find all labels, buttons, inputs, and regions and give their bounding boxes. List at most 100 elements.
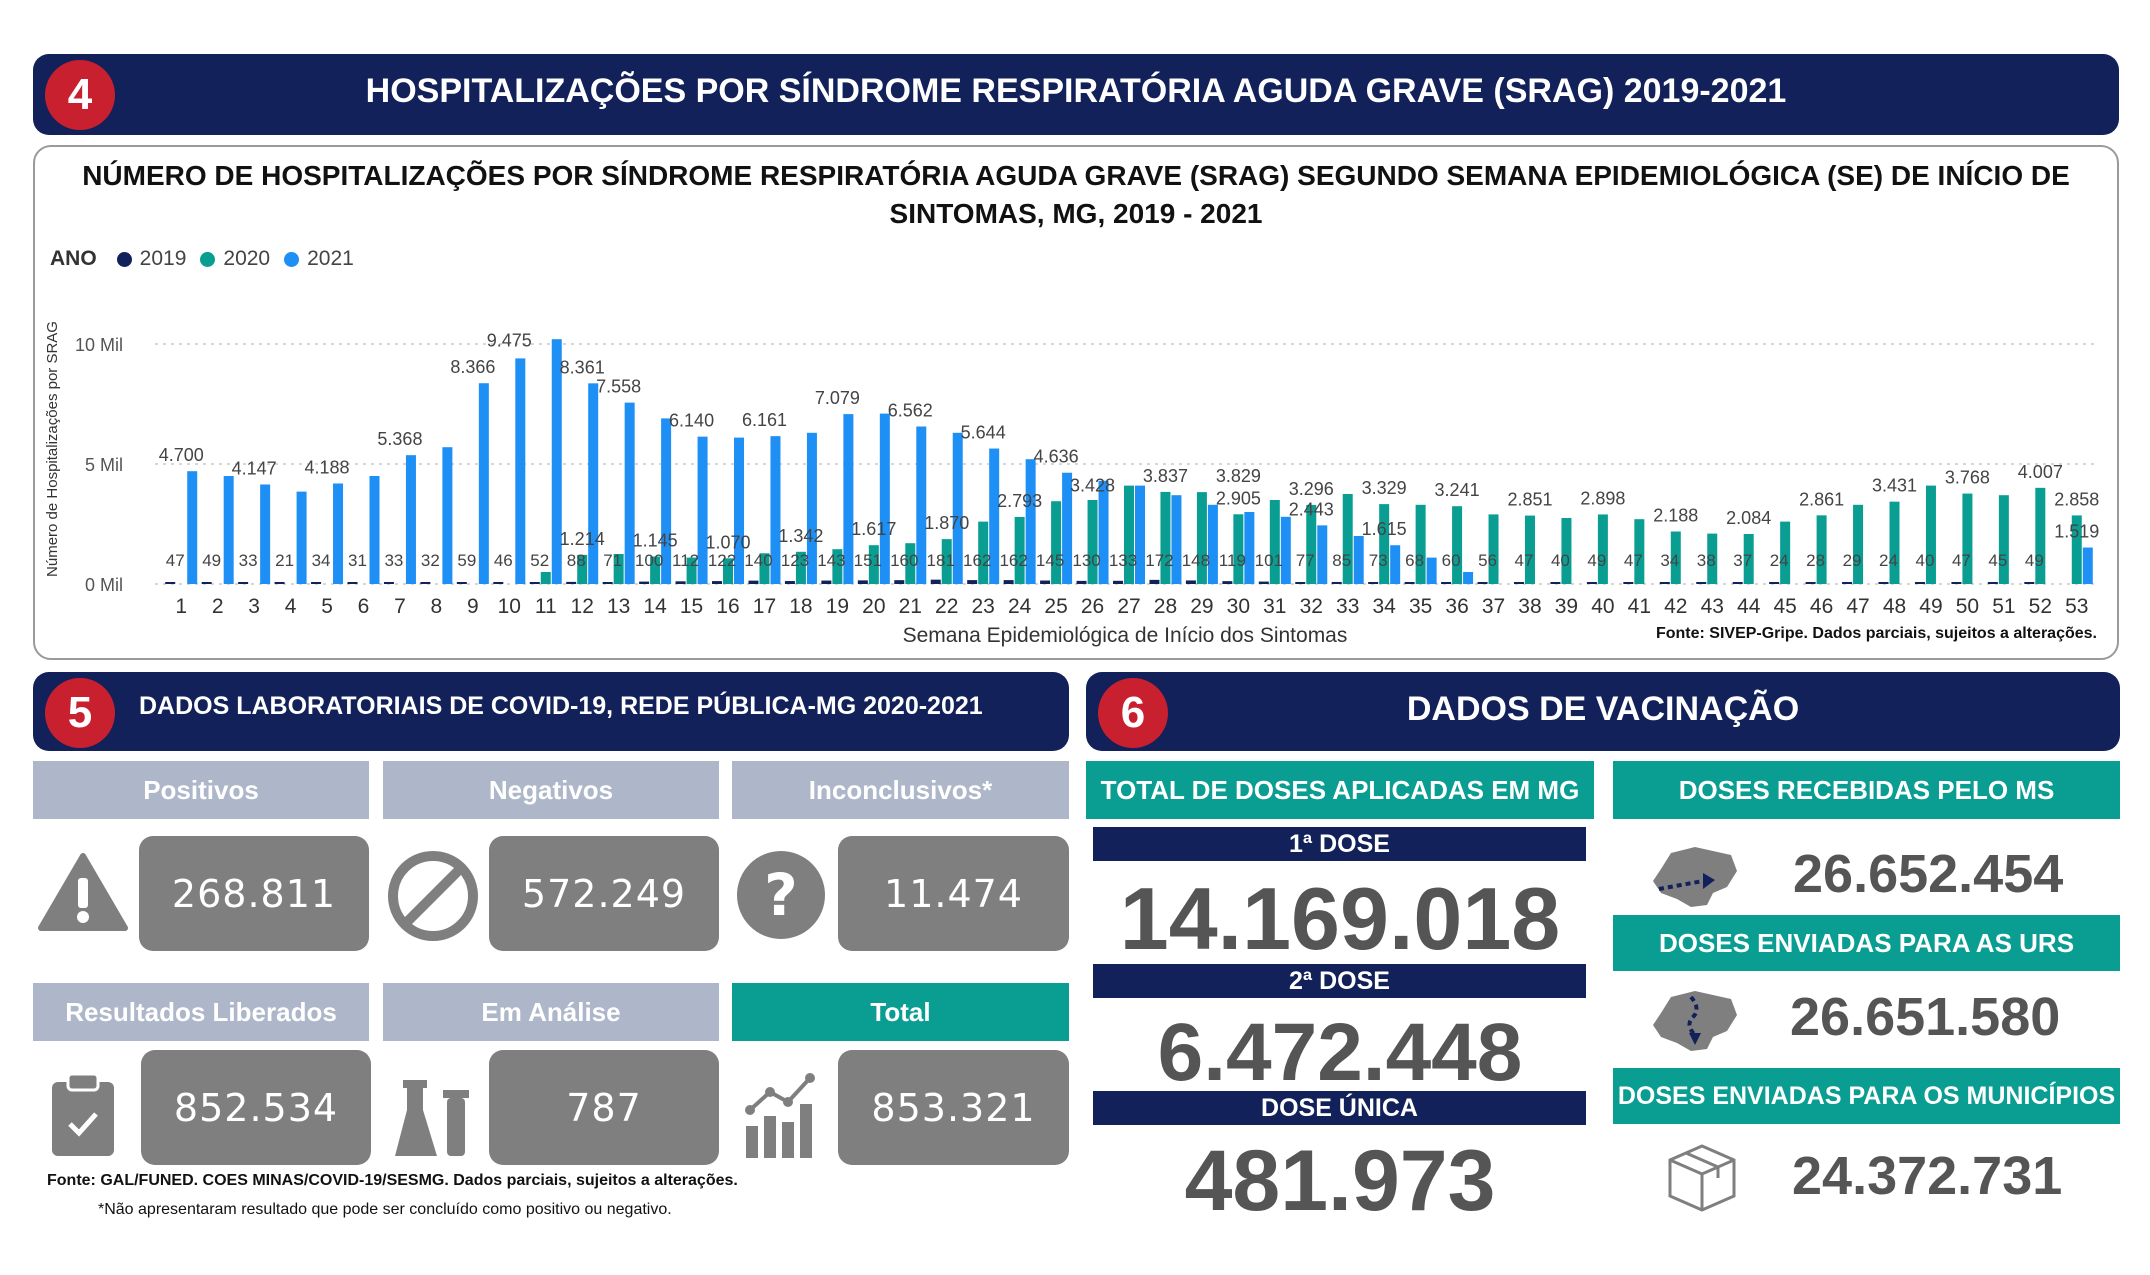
data-label-value: 3.431	[1872, 476, 1917, 496]
bar-2021-week-34	[1390, 545, 1401, 584]
bar-2020-week-21	[905, 543, 916, 584]
data-label-2019: 77	[1296, 551, 1315, 570]
data-label-2019: 49	[2025, 551, 2044, 570]
total-value: 853.321	[838, 1050, 1069, 1165]
data-label-2019: 88	[567, 551, 586, 570]
bar-2021-week-6	[369, 476, 380, 584]
package-box-icon	[1668, 1144, 1736, 1212]
x-tick-label: 25	[1044, 595, 1067, 618]
bar-2020-week-24	[1014, 516, 1025, 584]
legend-label-2019: 2019	[139, 247, 187, 270]
bar-2021-week-10	[515, 358, 526, 584]
data-label-2019: 47	[1952, 551, 1971, 570]
bar-2021-week-9	[478, 383, 489, 584]
data-label-value: 2.861	[1799, 489, 1844, 509]
bar-2019-week-23	[967, 580, 978, 584]
bar-2021-week-24	[1025, 459, 1036, 584]
data-label-2019: 40	[1916, 551, 1935, 570]
data-label-value: 4.188	[305, 457, 350, 477]
bar-2020-week-43	[1707, 533, 1718, 584]
data-label-2019: 29	[1843, 551, 1862, 570]
x-tick-label: 16	[716, 595, 739, 618]
data-label-value: 3.768	[1945, 468, 1990, 488]
bar-2021-week-18	[806, 432, 817, 584]
x-tick-label: 50	[1956, 595, 1979, 618]
bar-2020-week-20	[868, 545, 879, 584]
section-6-banner: 6 DADOS DE VACINAÇÃO	[1086, 672, 2120, 751]
inconclusivos-value: 11.474	[838, 836, 1069, 951]
bar-2019-week-51	[1987, 582, 1998, 584]
bar-2021-week-27	[1135, 485, 1145, 584]
data-label-value: 4.147	[232, 458, 277, 478]
bar-2021-week-16	[734, 437, 745, 584]
bar-2019-week-21	[894, 580, 905, 584]
data-label-2019: 68	[1405, 551, 1424, 570]
x-tick-label: 26	[1081, 595, 1104, 618]
chart-title-line2: SINTOMAS, MG, 2019 - 2021	[889, 198, 1263, 229]
bar-2021-week-28	[1171, 495, 1182, 584]
x-tick-label: 13	[607, 595, 630, 618]
bar-2021-week-3	[260, 484, 271, 584]
bar-2019-week-18	[784, 581, 795, 584]
bar-2019-week-11	[529, 582, 540, 584]
data-label-value: 1.519	[2054, 522, 2099, 542]
x-tick-label: 1	[175, 595, 187, 618]
bar-2019-week-9	[456, 582, 467, 584]
bar-2019-week-46	[1805, 582, 1816, 584]
x-tick-label: 8	[431, 595, 443, 618]
bar-chart-icon	[745, 1073, 815, 1158]
positivos-header: Positivos	[33, 761, 369, 819]
x-tick-label: 46	[1810, 595, 1833, 618]
legend-dot-2020	[200, 251, 216, 267]
x-tick-label: 20	[862, 595, 885, 618]
data-label-value: 4.636	[1034, 447, 1079, 467]
bar-2019-week-8	[420, 582, 431, 584]
bar-2019-week-45	[1769, 582, 1780, 584]
bar-2020-week-41	[1634, 519, 1645, 584]
data-label-2019: 28	[1806, 551, 1825, 570]
data-label-2019: 100	[635, 551, 663, 570]
bar-2019-week-26	[1076, 580, 1087, 584]
bar-2020-week-33	[1342, 494, 1353, 584]
svg-text:?: ?	[764, 861, 798, 929]
bar-2020-week-49	[1925, 485, 1936, 584]
data-label-2019: 148	[1182, 551, 1210, 570]
data-label-value: 1.070	[705, 532, 750, 552]
data-label-2019: 37	[1733, 551, 1752, 570]
bar-2019-week-43	[1696, 582, 1707, 584]
bar-2021-week-20	[879, 413, 890, 584]
dose1-value: 14.169.018	[1119, 869, 1561, 968]
x-tick-label: 32	[1300, 595, 1323, 618]
bar-2020-week-47	[1853, 504, 1864, 584]
data-label-2019: 33	[384, 551, 403, 570]
negativos-header: Negativos	[383, 761, 719, 819]
x-tick-label: 45	[1773, 595, 1796, 618]
bar-2020-week-48	[1889, 501, 1900, 584]
lab-note: *Não apresentaram resultado que pode ser…	[98, 1201, 672, 1218]
bar-2021-week-22	[952, 432, 963, 584]
bar-2020-week-50	[1962, 493, 1973, 584]
data-label-2019: 151	[854, 551, 882, 570]
data-label-2019: 119	[1219, 551, 1246, 570]
data-label-2019: 71	[603, 551, 622, 570]
data-label-value: 3.296	[1289, 479, 1334, 499]
data-label-value: 6.140	[669, 411, 714, 431]
bar-2019-week-49	[1914, 582, 1925, 584]
bar-2020-week-25	[1051, 501, 1062, 584]
x-tick-label: 39	[1555, 595, 1578, 618]
bar-2020-week-13	[613, 554, 624, 584]
section-6-title: DADOS DE VACINAÇÃO	[1406, 690, 1800, 728]
data-label-2019: 60	[1442, 551, 1461, 570]
x-tick-label: 37	[1482, 595, 1505, 618]
municipios-value: 24.372.731	[1792, 1146, 2063, 1206]
data-label-value: 7.079	[815, 388, 860, 408]
bar-2019-week-20	[857, 580, 868, 584]
x-tick-label: 41	[1628, 595, 1651, 618]
liberados-header: Resultados Liberados	[33, 983, 369, 1041]
data-label-2019: 73	[1369, 551, 1388, 570]
legend-dot-2021	[284, 251, 300, 267]
bar-2021-week-2	[223, 476, 234, 584]
data-label-2019: 162	[999, 551, 1027, 570]
data-label-value: 4.700	[159, 445, 204, 465]
data-label-value: 6.562	[888, 401, 933, 421]
